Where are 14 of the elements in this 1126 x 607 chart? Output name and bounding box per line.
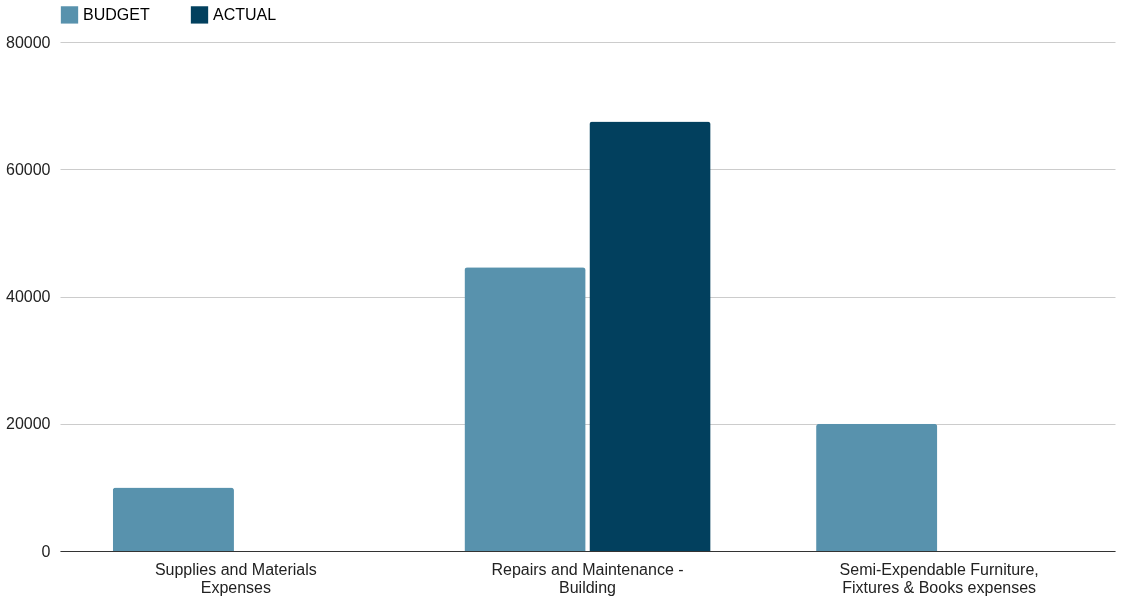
- y-tick-label: 60000: [6, 160, 51, 178]
- x-tick-label: Semi-Expendable Furniture, Fixtures & Books expenses: [839, 560, 1039, 596]
- x-tick-label: Repairs and Maintenance - Building: [491, 560, 684, 596]
- legend-label: ACTUAL: [213, 5, 277, 23]
- legend-label: BUDGET: [83, 5, 150, 23]
- bar: [589, 121, 711, 551]
- y-tick-label: 0: [41, 542, 51, 560]
- y-tick-label: 40000: [6, 288, 51, 305]
- bar: [816, 423, 938, 551]
- y-tick-label: 80000: [6, 33, 51, 51]
- bar: [464, 267, 586, 551]
- x-tick-label: Supplies and Materials Expenses: [154, 560, 317, 596]
- bar: [112, 487, 234, 551]
- y-tick-label: 20000: [6, 415, 51, 433]
